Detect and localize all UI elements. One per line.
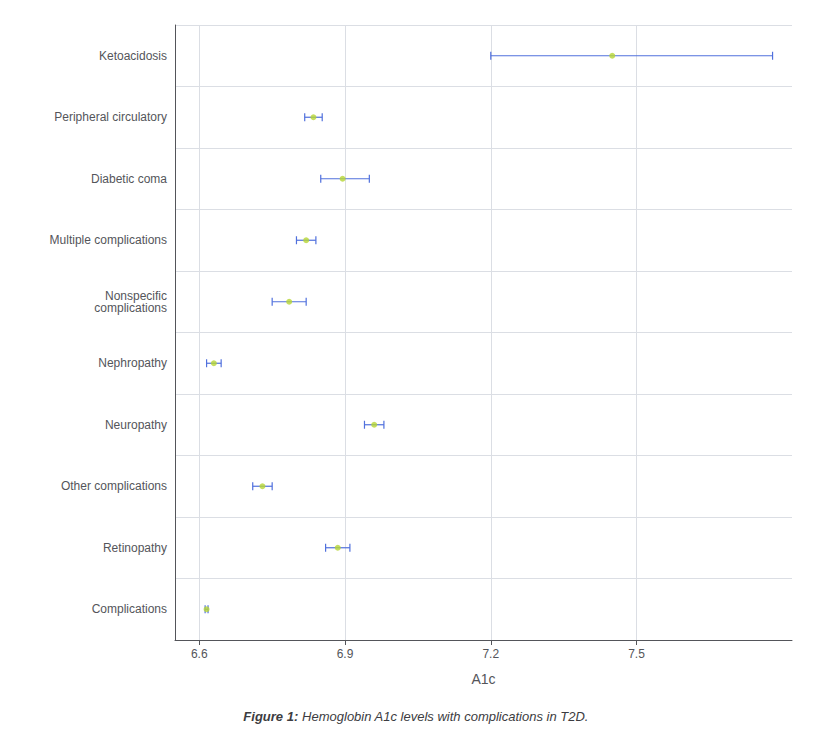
svg-text:Retinopathy: Retinopathy <box>103 541 167 555</box>
svg-text:7.2: 7.2 <box>482 647 499 661</box>
svg-text:6.6: 6.6 <box>191 647 208 661</box>
svg-text:Neuropathy: Neuropathy <box>105 418 167 432</box>
svg-text:Peripheral circulatory: Peripheral circulatory <box>54 110 167 124</box>
svg-text:Multiple complications: Multiple complications <box>50 233 167 247</box>
svg-text:Ketoacidosis: Ketoacidosis <box>99 49 167 63</box>
svg-text:Complications: Complications <box>92 602 167 616</box>
svg-text:Nephropathy: Nephropathy <box>98 356 167 370</box>
svg-text:complications: complications <box>94 301 167 315</box>
svg-text:Figure 1:: Figure 1: <box>243 709 298 724</box>
svg-text:6.9: 6.9 <box>337 647 354 661</box>
svg-text:Other complications: Other complications <box>61 479 167 493</box>
svg-text:Diabetic coma: Diabetic coma <box>91 172 167 186</box>
svg-text:Hemoglobin A1c levels with com: Hemoglobin A1c levels with complications… <box>298 709 588 724</box>
svg-text:A1c: A1c <box>471 671 495 687</box>
svg-text:Nonspecific: Nonspecific <box>105 288 167 303</box>
svg-text:7.5: 7.5 <box>628 647 645 661</box>
